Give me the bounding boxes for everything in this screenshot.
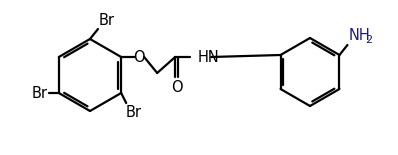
Text: O: O [133,49,145,64]
Text: O: O [171,80,183,95]
Text: Br: Br [125,105,141,120]
Text: Br: Br [32,86,48,100]
Text: 2: 2 [365,35,373,45]
Text: HN: HN [197,49,219,64]
Text: Br: Br [99,13,115,28]
Text: NH: NH [348,28,370,43]
